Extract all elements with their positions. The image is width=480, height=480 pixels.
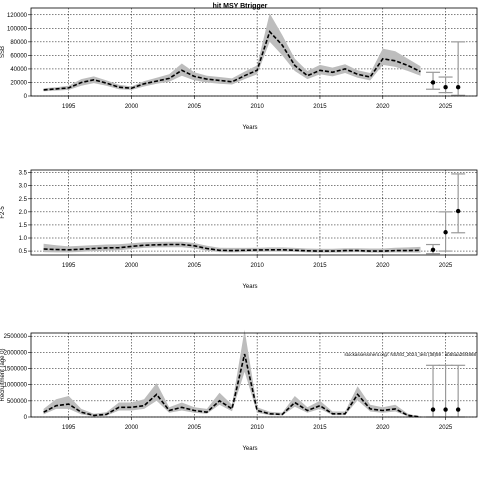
x-tick-label: 2015: [313, 425, 327, 431]
confidence-band: [43, 329, 421, 417]
y-tick-label: 3.5: [19, 171, 28, 177]
projection-point: [455, 208, 461, 214]
x-tick-label: 1995: [62, 263, 76, 269]
y-tick-label: 1.0: [19, 236, 28, 242]
chart-title: hit MSY Btrigger: [213, 3, 268, 10]
y-tick-label: 0: [24, 415, 28, 421]
y-tick-label: 1000000: [4, 383, 28, 389]
x-tick-label: 2005: [188, 425, 202, 431]
y-tick-label: 40000: [10, 67, 27, 73]
plot-frame: [30, 7, 478, 97]
x-tick-label: 2025: [439, 104, 453, 110]
confidence-band: [43, 13, 421, 92]
projection-point: [455, 407, 461, 412]
projection-point: [443, 230, 448, 235]
y-tick-label: 60000: [10, 53, 27, 59]
projection-point: [430, 407, 436, 412]
plot-frame: [30, 332, 478, 418]
x-tick-label: 2020: [376, 104, 390, 110]
chart-annotation: stockassessment.org/: NS/SG_2024_test (3…: [344, 352, 476, 357]
x-tick-label: 2025: [439, 425, 453, 431]
y-tick-label: 2.0: [19, 210, 28, 216]
y-tick-label: 2.5: [19, 197, 28, 203]
y-tick-label: 0: [24, 94, 28, 100]
confidence-band: [43, 241, 421, 253]
y-tick-label: 2000000: [4, 350, 28, 356]
panel-3: 1995 2000 2005 2010 2015 2020 2025 0 500000 10000…: [0, 329, 478, 452]
y-tick-label: 2500000: [4, 334, 28, 340]
x-tick-label: 2005: [188, 263, 202, 269]
y-axis-label: SSB: [0, 46, 6, 58]
x-tick-label: 2000: [125, 263, 139, 269]
x-tick-label: 2015: [313, 104, 327, 110]
y-tick-label: 120000: [7, 13, 28, 19]
x-tick-label: 2015: [313, 263, 327, 269]
x-axis-label: Years: [242, 125, 257, 131]
projection-point: [443, 85, 448, 90]
median-line: [43, 353, 421, 418]
projection-point: [430, 247, 436, 252]
x-tick-label: 2000: [125, 104, 139, 110]
y-tick-label: 0.5: [19, 249, 28, 255]
x-tick-label: 2000: [125, 425, 139, 431]
y-tick-label: 100000: [7, 26, 28, 32]
x-tick-label: 2010: [250, 263, 264, 269]
x-tick-label: 2020: [376, 425, 390, 431]
median-line: [43, 243, 421, 252]
x-axis-label: Years: [242, 284, 257, 290]
panel-2: 1995 2000 2005 2010 2015 2020 2025 0.5 1.0 1.5 2.0…: [0, 169, 478, 290]
y-axis-label: F2-5: [0, 206, 6, 219]
x-tick-label: 2005: [188, 104, 202, 110]
y-axis-label: Recruitment (age 0): [0, 348, 6, 401]
y-tick-label: 1500000: [4, 367, 28, 373]
y-tick-label: 20000: [10, 80, 27, 86]
projection-point: [443, 407, 448, 412]
y-tick-label: 1.5: [19, 223, 28, 229]
y-tick-label: 80000: [10, 40, 27, 46]
x-tick-label: 2020: [376, 263, 390, 269]
x-tick-label: 2010: [250, 425, 264, 431]
plot-frame: [30, 169, 478, 256]
x-tick-label: 2010: [250, 104, 264, 110]
projection-point: [455, 85, 461, 90]
panel-1: 1995 2000 2005 2010 2015 2020 2025 0 20000 40000 6…: [0, 3, 478, 131]
y-tick-label: 3.0: [19, 184, 28, 190]
y-tick-label: 500000: [7, 399, 28, 405]
projection-point: [430, 80, 436, 85]
x-axis-label: Years: [242, 446, 257, 452]
x-tick-label: 1995: [62, 104, 76, 110]
x-tick-label: 2025: [439, 263, 453, 269]
x-tick-label: 1995: [62, 425, 76, 431]
